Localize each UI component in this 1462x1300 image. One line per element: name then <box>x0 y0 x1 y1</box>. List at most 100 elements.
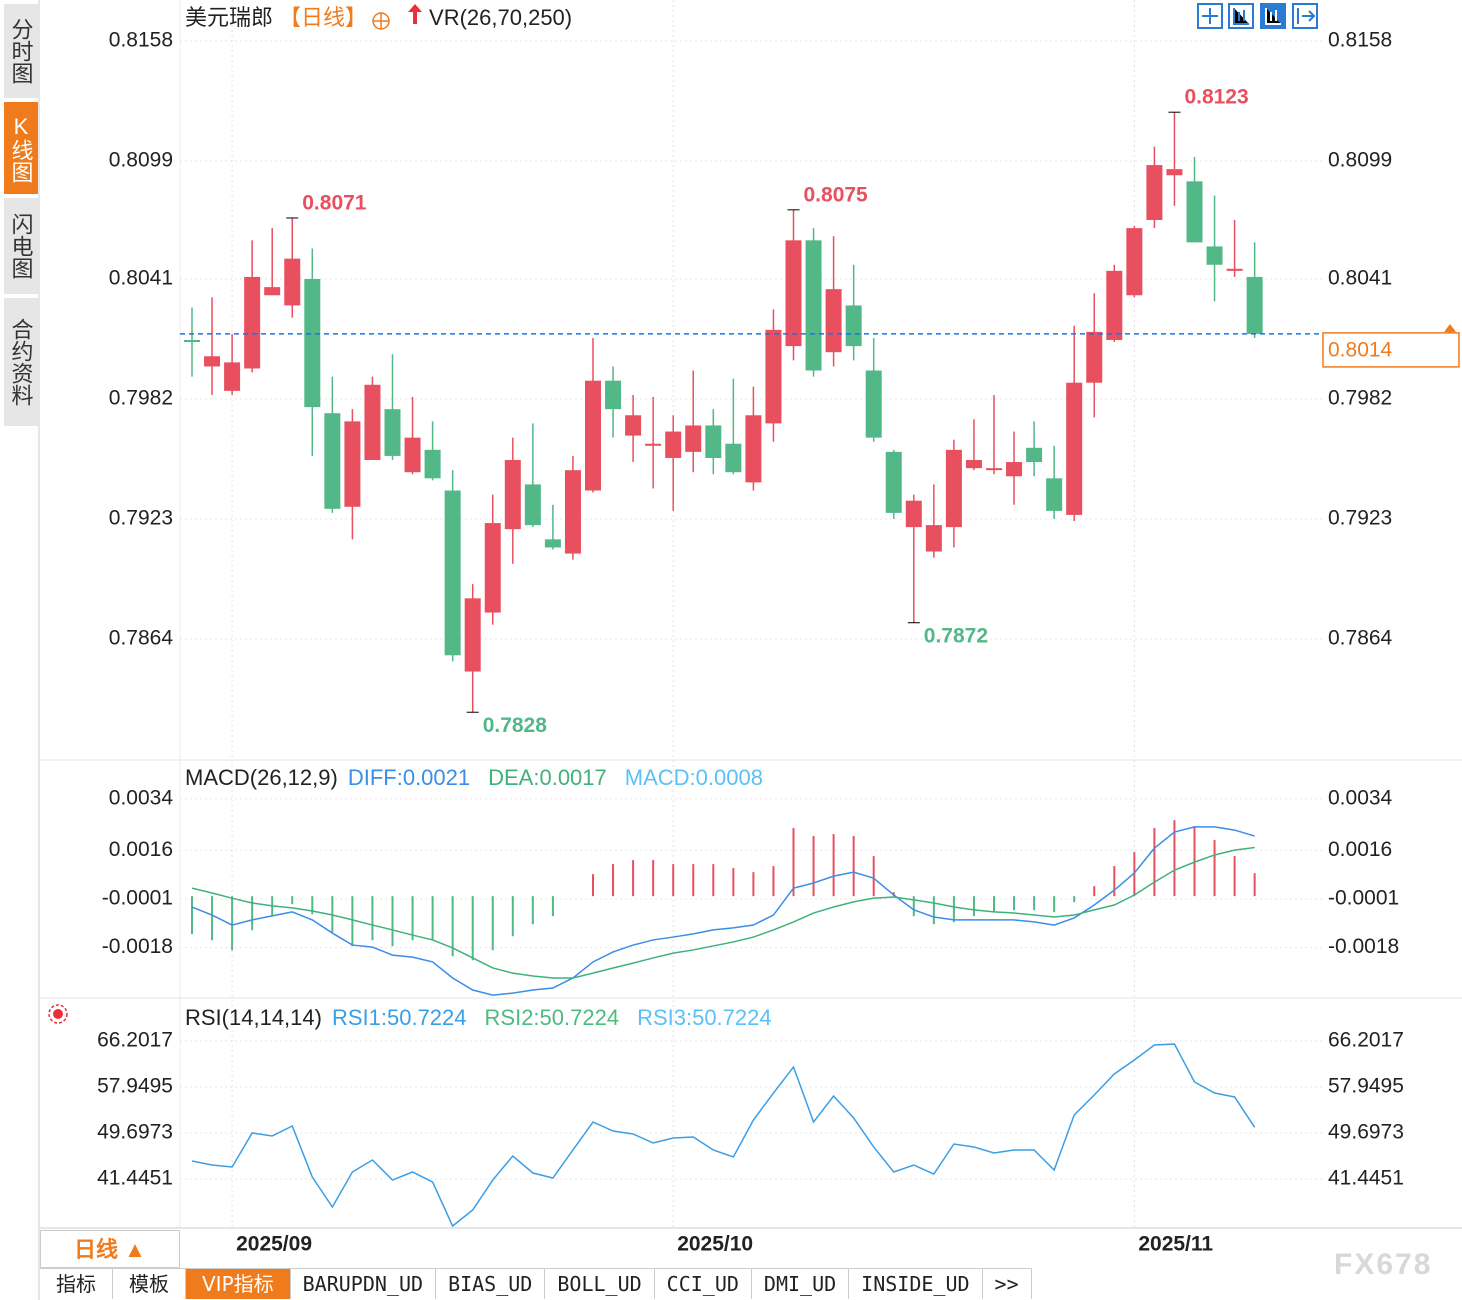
candle-body <box>1246 276 1263 334</box>
indicator-line <box>191 826 1255 996</box>
indicator-line <box>191 846 1255 979</box>
y-tick-label: 0.7864 <box>1328 627 1393 650</box>
candle-body <box>765 329 782 424</box>
y-tick-label: 0.8099 <box>1328 149 1392 172</box>
candle-body <box>224 362 241 391</box>
candle-body <box>705 425 722 458</box>
y-tick-label: 0.8041 <box>109 267 173 290</box>
candle-body <box>825 289 842 353</box>
y-tick-label: 0.8158 <box>109 29 173 52</box>
y-tick-label: 49.6973 <box>97 1121 173 1144</box>
candle-body <box>585 380 601 491</box>
candle-body <box>625 415 642 436</box>
last-price-box <box>1322 332 1460 368</box>
y-tick-label: -0.0018 <box>102 935 173 958</box>
candle-body <box>1206 246 1223 265</box>
candle-body <box>504 460 521 530</box>
candle-body <box>665 431 682 458</box>
y-tick-label: 0.8099 <box>109 149 173 172</box>
candle-body <box>725 443 742 473</box>
candle-body <box>945 449 962 528</box>
candle-body <box>444 490 461 656</box>
candle-body <box>745 415 762 483</box>
y-tick-label: 0.7982 <box>1328 387 1392 410</box>
candle-body <box>605 380 622 410</box>
candle-body <box>965 460 982 469</box>
candle-body <box>1226 268 1243 271</box>
y-tick-label: -0.0018 <box>1328 935 1399 958</box>
toolbar-icon <box>1265 8 1281 25</box>
y-tick-label: 0.0016 <box>1328 838 1392 861</box>
y-tick-label: 49.6973 <box>1328 1121 1404 1144</box>
tab[interactable]: CCI_UD <box>655 1269 752 1299</box>
sidebar-tab[interactable]: 闪电图 <box>4 198 38 294</box>
tab[interactable]: BOLL_UD <box>545 1269 655 1299</box>
tab[interactable]: VIP指标 <box>186 1269 291 1299</box>
tab[interactable]: 指标 <box>40 1269 113 1299</box>
candle-body <box>905 500 922 528</box>
legend-label: RSI3:50.7224 <box>637 1005 772 1030</box>
y-tick-label: -0.0001 <box>1328 887 1399 910</box>
candle-body <box>986 468 1002 471</box>
low-annotation: 0.7828 <box>483 714 548 737</box>
candle-body <box>324 413 341 509</box>
y-tick-label: 41.4451 <box>1328 1167 1404 1190</box>
legend-label: RSI2:50.7224 <box>485 1005 620 1030</box>
sidebar-tab[interactable]: 分时图 <box>4 4 38 98</box>
y-tick-label: 57.9495 <box>1328 1075 1404 1098</box>
watermark: FX678 <box>1334 1248 1433 1281</box>
candle-body <box>344 421 361 507</box>
candle-body <box>384 409 401 456</box>
tab[interactable]: DMI_UD <box>752 1269 850 1299</box>
candle-body <box>925 525 942 552</box>
last-price-label: 0.8014 <box>1328 338 1393 361</box>
tab[interactable]: BARUPDN_UD <box>291 1269 437 1299</box>
tab[interactable]: BIAS_UD <box>436 1269 546 1299</box>
candle-body <box>845 305 862 347</box>
y-tick-label: 0.0016 <box>109 838 173 861</box>
candle-body <box>645 443 662 446</box>
legend-label: MACD(26,12,9) <box>185 765 338 790</box>
candle-body <box>865 370 882 438</box>
candle-body <box>785 240 802 347</box>
y-tick-label: 0.0034 <box>109 786 174 809</box>
chart-background <box>38 0 1462 1228</box>
legend-label: RSI(14,14,14) <box>185 1005 322 1030</box>
period-selector[interactable]: 日线 ▲ <box>40 1230 180 1268</box>
sidebar-tab[interactable]: K线图 <box>4 102 38 194</box>
candle-body <box>364 384 381 461</box>
candle-body <box>544 539 561 548</box>
legend-label: RSI1:50.7224 <box>332 1005 467 1030</box>
high-annotation: 0.8123 <box>1184 86 1248 109</box>
tab[interactable]: >> <box>983 1269 1032 1299</box>
y-tick-label: 0.8041 <box>1328 267 1392 290</box>
candle-body <box>1026 447 1043 463</box>
period-icon <box>373 13 390 29</box>
candle-body <box>1086 331 1103 383</box>
legend-label: 【日线】 <box>279 5 367 30</box>
y-tick-label: 0.7923 <box>1328 507 1392 530</box>
x-tick-label: 2025/10 <box>677 1233 753 1256</box>
tab[interactable]: 模板 <box>113 1269 186 1299</box>
settings-icon[interactable] <box>48 1004 68 1024</box>
tab[interactable]: INSIDE_UD <box>849 1269 983 1299</box>
candle-body <box>564 470 581 554</box>
candle-body <box>204 356 221 367</box>
candle-body <box>1186 181 1203 243</box>
toolbar-icon <box>1233 8 1249 25</box>
y-tick-label: 0.7982 <box>109 387 173 410</box>
legend-label: DEA:0.0017 <box>488 765 607 790</box>
candle-body <box>1146 165 1163 220</box>
candle-body <box>284 258 301 306</box>
legend-label: VR(26,70,250) <box>429 5 572 30</box>
sidebar-tab[interactable]: 合约资料 <box>4 298 38 426</box>
high-annotation: 0.8071 <box>302 192 367 215</box>
toolbar-icon <box>1202 8 1218 24</box>
candle-body <box>244 276 261 369</box>
candle-body <box>885 451 902 513</box>
y-tick-label: 66.2017 <box>1328 1029 1404 1052</box>
candle-body <box>1166 169 1183 176</box>
candle-body <box>404 437 421 473</box>
